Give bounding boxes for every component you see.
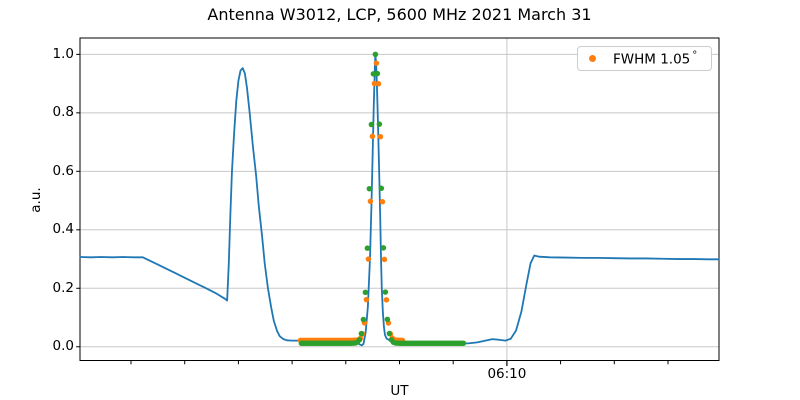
series-scan-data-points-dot (363, 296, 370, 303)
series-gaussian-fit-dot (374, 70, 381, 77)
series-gaussian-fit-dot (356, 337, 363, 343)
y-tick-label: 0.0 (52, 338, 74, 355)
series-gaussian-fit-dot (364, 245, 371, 251)
series-gaussian-fit-dot (460, 340, 467, 346)
series-scan-data-points-dot (377, 133, 384, 140)
series-scan-data-points-dot (375, 81, 382, 87)
series-scan-data-points-dot (381, 256, 388, 263)
series-scan-data-points-dot (367, 198, 374, 205)
series-gaussian-fit-dot (382, 289, 389, 295)
series-gaussian-fit-dot (368, 121, 375, 128)
y-tick-label: 0.2 (52, 279, 74, 296)
series-scan-data-points-dot (371, 80, 378, 87)
series-gaussian-fit-dot (378, 185, 385, 192)
y-tick-label: 0.6 (52, 162, 74, 179)
series-gaussian-fit-dot (370, 71, 377, 77)
series-scan-data-points-dot (379, 198, 386, 205)
x-tick-label: 06:10 (487, 366, 527, 382)
axes-spines (79, 37, 720, 361)
chart-title: Antenna W3012, LCP, 5600 MHz 2021 March … (207, 5, 592, 24)
series-measured-signal (79, 53, 720, 347)
legend: FWHM 1.05 ° (577, 46, 712, 71)
series-scan-data-points-dot (383, 297, 390, 303)
legend-label: FWHM 1.05 ° (613, 49, 698, 68)
series-gaussian-fit-dot (358, 330, 365, 337)
series-gaussian-fit-dot (366, 185, 373, 192)
series-gaussian-fit-dot (376, 121, 383, 127)
series-gaussian-fit-dot (362, 289, 369, 296)
series-gaussian-fit-dot (380, 245, 387, 251)
series-scan-data-points-dot (365, 256, 372, 262)
series-gaussian-fit-dot (360, 316, 367, 323)
x-axis-label: UT (390, 383, 409, 399)
series-scan-data-points-dot (369, 133, 376, 140)
y-tick-label: 0.4 (52, 221, 74, 238)
y-axis-label: a.u. (28, 187, 44, 213)
series-gaussian-fit-dot (384, 316, 391, 323)
series-gaussian-fit-dot (386, 330, 393, 337)
degree-symbol: ° (692, 49, 698, 61)
series-scan-data-points-dot (373, 60, 380, 66)
y-tick-label: 0.8 (52, 104, 74, 121)
legend-marker-dot (589, 55, 596, 62)
series-gaussian-fit-dot (372, 51, 379, 58)
y-tick-label: 1.0 (52, 45, 74, 62)
